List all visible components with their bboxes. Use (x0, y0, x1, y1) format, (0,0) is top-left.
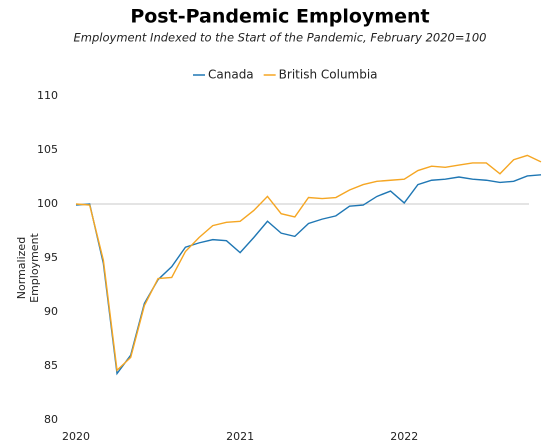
data-line (75, 154, 542, 372)
x-tick-label: 2021 (226, 430, 254, 443)
y-tick-label: 105 (37, 143, 58, 156)
x-tick-label: 2022 (390, 430, 418, 443)
y-tick-label: 90 (44, 305, 58, 318)
y-tick-label: 80 (44, 413, 58, 426)
y-tick-label: 110 (37, 89, 58, 102)
x-tick-label: 2020 (62, 430, 90, 443)
y-tick-label: 95 (44, 251, 58, 264)
chart-subtitle: Employment Indexed to the Start of the P… (74, 31, 487, 45)
y-tick-label: 85 (44, 359, 58, 372)
y-axis-label: Normalized Employment (15, 233, 41, 303)
y-tick-label: 100 (37, 197, 58, 210)
legend-label: Canada (208, 68, 254, 82)
chart-title: Post-Pandemic Employment (130, 6, 429, 28)
legend-label: British Columbia (279, 68, 378, 82)
data-line (75, 174, 542, 376)
